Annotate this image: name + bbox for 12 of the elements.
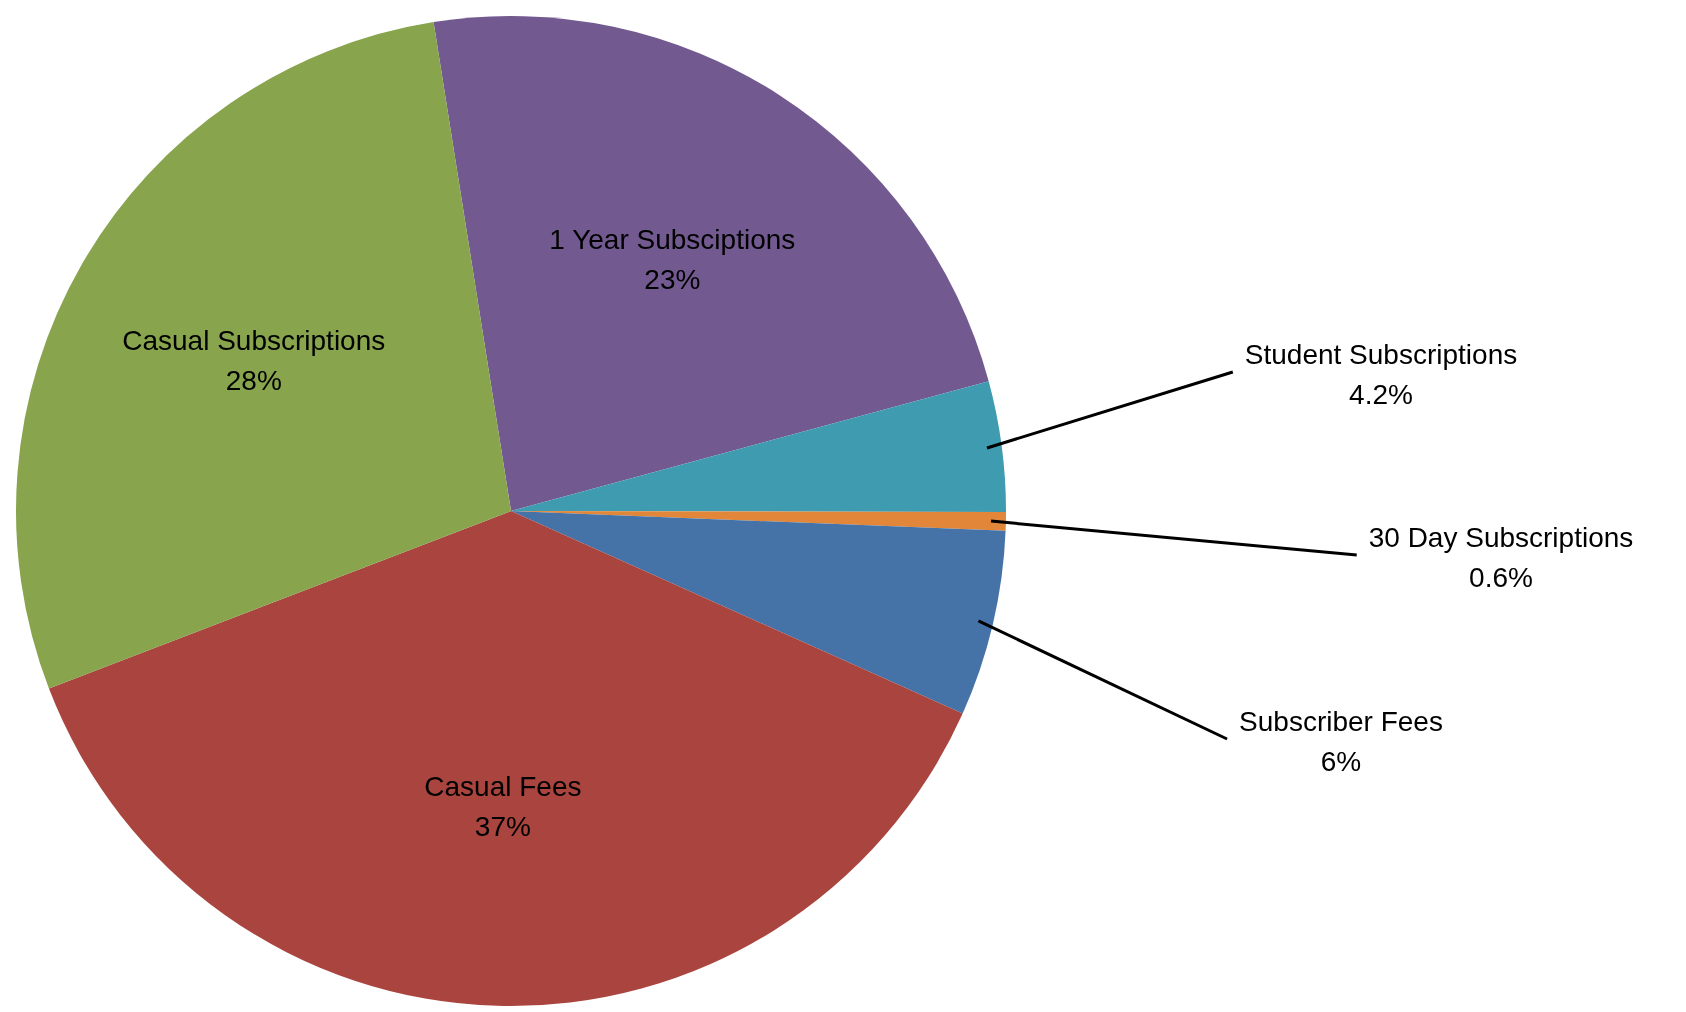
slice-label: Subscriber Fees — [1239, 705, 1443, 737]
data-label: 28% — [225, 365, 282, 397]
slice-label: Casual Fees — [424, 770, 582, 802]
slice-label: Student Subscriptions — [1244, 338, 1518, 370]
data-label: 4.2% — [1349, 378, 1413, 410]
data-label: 0.6% — [1469, 561, 1533, 593]
slice-label: Casual Subscriptions — [122, 325, 386, 357]
data-label: 6% — [1320, 745, 1362, 777]
data-label: 37% — [474, 810, 531, 842]
data-label: 23% — [644, 264, 701, 296]
slice-label: 30 Day Subscriptions — [1368, 521, 1634, 553]
slice-label: 1 Year Subsciptions — [549, 224, 796, 256]
